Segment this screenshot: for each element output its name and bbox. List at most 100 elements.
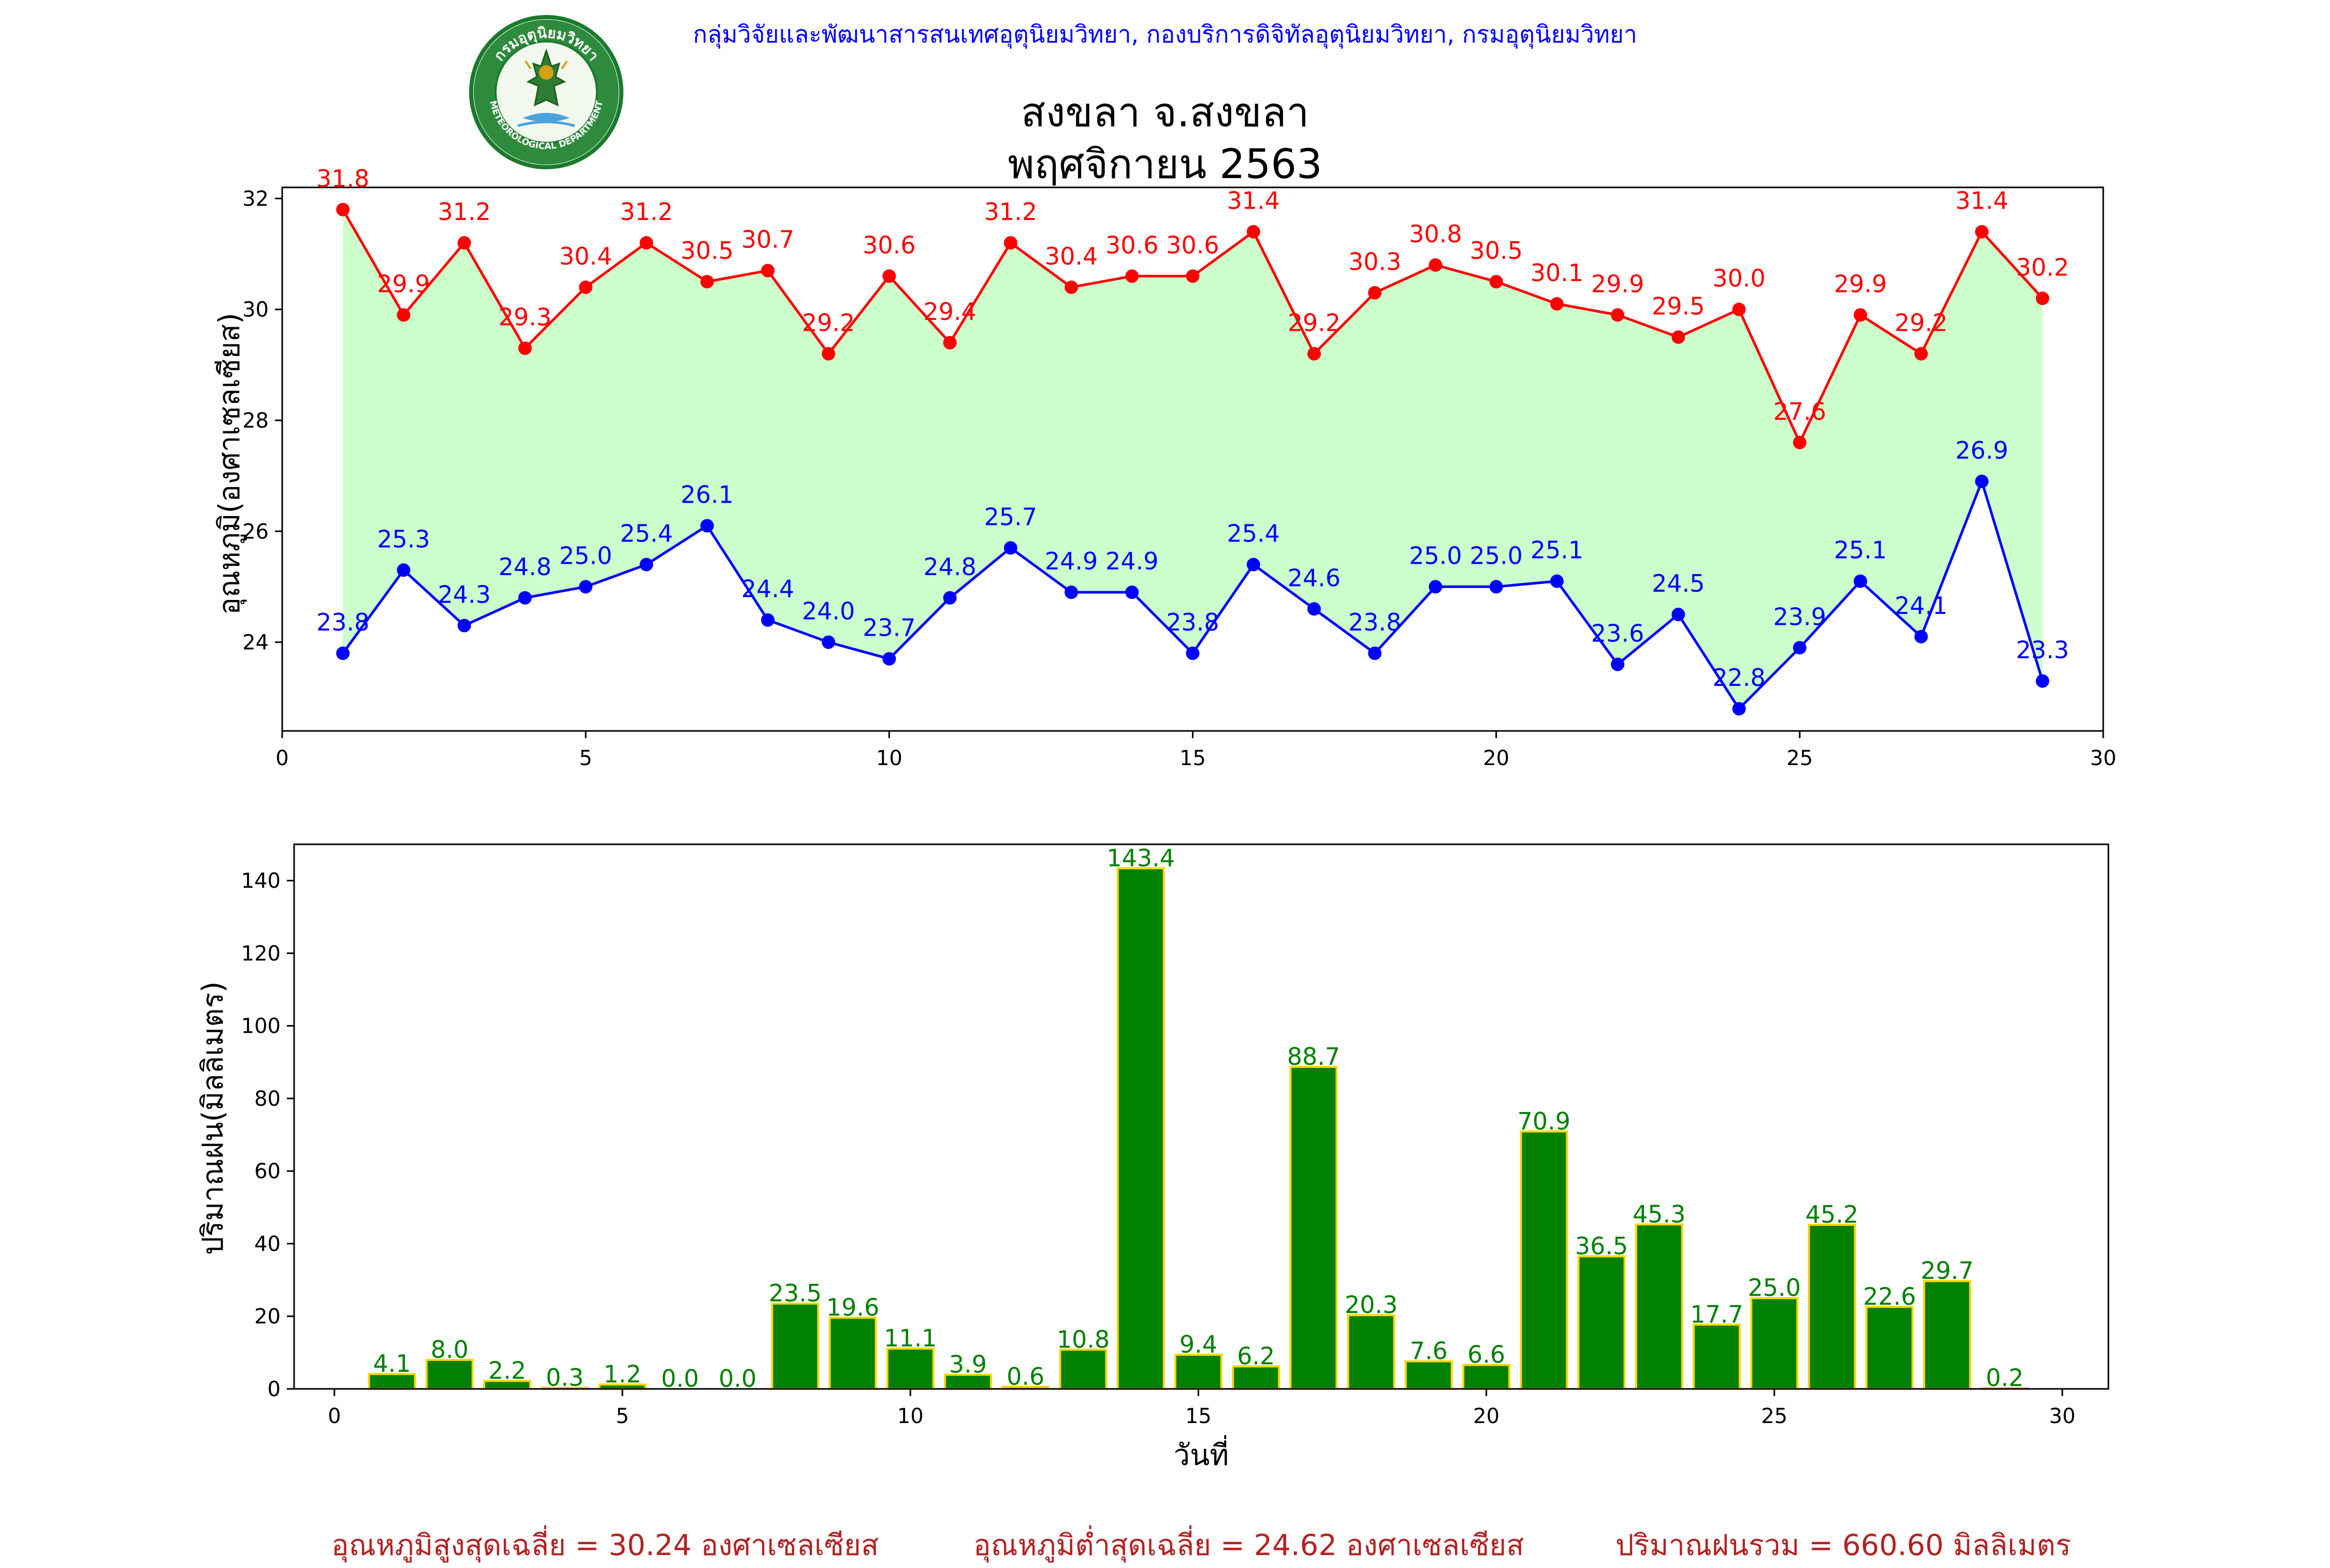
rainfall-bar-label: 2.2 — [488, 1357, 526, 1385]
rainfall-bar-label: 10.8 — [1057, 1325, 1110, 1353]
max-temperature-label: 29.5 — [1652, 292, 1705, 320]
agency-credit: กลุ่มวิจัยและพัฒนาสารสนเทศอุตุนิยมวิทยา,… — [693, 20, 1637, 48]
temperature-x-tick-label: 15 — [1179, 746, 1206, 770]
max-temperature-label: 30.4 — [559, 242, 612, 270]
min-temperature-label: 26.9 — [1955, 436, 2008, 464]
max-temperature-label: 30.1 — [1531, 259, 1583, 287]
max-temperature-label: 30.6 — [1166, 231, 1219, 259]
temperature-y-tick-label: 24 — [242, 631, 269, 655]
min-temperature-label: 24.8 — [923, 553, 976, 581]
max-temperature-label: 31.2 — [620, 198, 673, 226]
min-temperature-label: 25.4 — [620, 520, 673, 548]
rainfall-chart: ปริมาณฝน(มิลลิเมตร) วันที่ 4.1 8.0 2.2 0.3 1… — [196, 843, 2109, 1472]
max-temperature-point — [457, 236, 471, 250]
min-temperature-label: 23.8 — [316, 608, 369, 636]
min-temperature-point — [882, 652, 896, 666]
rainfall-y-tick-label: 20 — [254, 1305, 281, 1329]
rainfall-x-tick-label: 30 — [2049, 1404, 2076, 1428]
min-temperature-label: 25.4 — [1227, 520, 1280, 548]
temperature-x-tick-label: 20 — [1483, 746, 1509, 770]
max-temperature-label: 30.4 — [1045, 242, 1098, 270]
rainfall-bar — [886, 1347, 935, 1390]
rainfall-bar — [1289, 1065, 1338, 1390]
min-temperature-label: 25.0 — [1469, 541, 1522, 569]
rainfall-y-tick-label: 60 — [254, 1160, 281, 1183]
min-temperature-label: 24.0 — [802, 597, 855, 625]
rainfall-bar-label: 1.2 — [603, 1360, 641, 1388]
rainfall-x-tick-label: 0 — [328, 1404, 341, 1428]
max-temperature-label: 30.7 — [741, 226, 794, 254]
avg-min-temperature: อุณหภูมิต่ำสุดเฉลี่ย = 24.62 องศาเซลเซีย… — [973, 1529, 1524, 1562]
total-rainfall: ปริมาณฝนรวม = 660.60 มิลลิเมตร — [1615, 1529, 2071, 1562]
rainfall-bar-label: 9.4 — [1179, 1330, 1217, 1358]
rainfall-bar-label: 3.9 — [949, 1351, 987, 1379]
rainfall-bar-label: 6.2 — [1237, 1342, 1275, 1370]
rainfall-bar — [368, 1373, 416, 1390]
rainfall-y-tick-label: 40 — [254, 1232, 281, 1256]
max-temperature-label: 31.4 — [1955, 187, 2008, 215]
min-temperature-point — [1671, 608, 1685, 621]
min-temperature-point — [761, 613, 775, 627]
min-temperature-point — [1489, 580, 1503, 594]
max-temperature-point — [1429, 258, 1443, 272]
rainfall-x-axis-label: วันที่ — [1174, 1435, 1229, 1472]
max-temperature-point — [639, 236, 653, 250]
rainfall-bar — [1750, 1297, 1799, 1390]
min-temperature-label: 25.1 — [1834, 536, 1887, 564]
rainfall-bar-label: 36.5 — [1575, 1232, 1628, 1260]
min-temperature-point — [1732, 702, 1746, 716]
min-temperature-label: 25.0 — [1409, 541, 1462, 569]
max-temperature-point — [1975, 225, 1989, 239]
temperature-x-tick-label: 0 — [275, 746, 288, 770]
min-temperature-label: 24.1 — [1895, 592, 1947, 620]
rainfall-bar-label: 70.9 — [1518, 1107, 1570, 1135]
max-temperature-label: 30.3 — [1348, 248, 1401, 276]
temperature-y-tick-label: 28 — [242, 409, 269, 433]
rainfall-bar-label: 7.6 — [1410, 1337, 1448, 1365]
min-temperature-label: 24.5 — [1652, 569, 1705, 597]
max-temperature-point — [822, 347, 836, 361]
max-temperature-label: 30.5 — [1469, 237, 1522, 265]
min-temperature-point — [1429, 580, 1443, 594]
rainfall-bar-label: 0.2 — [1986, 1364, 2023, 1392]
rainfall-bar-label: 45.3 — [1633, 1200, 1685, 1228]
min-temperature-point — [1975, 474, 1989, 488]
max-temperature-point — [336, 202, 350, 216]
rainfall-bar-label: 0.0 — [719, 1365, 756, 1393]
rainfall-bar — [1520, 1130, 1568, 1390]
avg-max-temperature: อุณหภูมิสูงสุดเฉลี่ย = 30.24 องศาเซลเซีย… — [331, 1529, 879, 1562]
max-temperature-label: 30.2 — [2016, 253, 2069, 281]
min-temperature-point — [1914, 629, 1928, 643]
max-temperature-label: 29.2 — [802, 309, 855, 336]
min-temperature-label: 23.3 — [2016, 636, 2069, 664]
max-temperature-point — [1246, 225, 1260, 239]
rainfall-bar — [1174, 1354, 1222, 1390]
temperature-chart: อุณหภูมิ(องศาเซลเซียส) 0 5 10 15 20 25 30 24 26 2… — [213, 165, 2116, 770]
rainfall-bar-label: 0.0 — [661, 1365, 699, 1393]
min-temperature-label: 23.8 — [1348, 608, 1401, 636]
min-temperature-point — [579, 580, 593, 594]
rainfall-bar-label: 25.0 — [1748, 1274, 1801, 1302]
min-temperature-point — [1611, 657, 1625, 671]
max-temperature-label: 30.5 — [680, 237, 733, 265]
rainfall-bar — [828, 1316, 877, 1390]
min-temperature-label: 22.8 — [1712, 664, 1765, 692]
title-station: สงขลา จ.สงขลา — [1021, 90, 1309, 136]
max-temperature-label: 31.8 — [316, 165, 369, 193]
rainfall-bar-label: 143.4 — [1106, 844, 1175, 872]
min-temperature-label: 24.8 — [499, 553, 551, 581]
temperature-x-tick-label: 10 — [876, 746, 902, 770]
max-temperature-point — [1125, 269, 1139, 283]
max-temperature-label: 29.2 — [1288, 309, 1341, 336]
min-temperature-point — [1793, 641, 1807, 655]
min-temperature-label: 24.9 — [1105, 547, 1158, 575]
max-temperature-point — [2035, 291, 2049, 305]
min-temperature-label: 25.0 — [559, 541, 612, 569]
min-temperature-point — [1368, 647, 1382, 660]
min-temperature-point — [1003, 541, 1017, 555]
max-temperature-label: 30.6 — [1105, 231, 1158, 259]
temperature-y-tick-label: 32 — [242, 187, 269, 211]
max-temperature-point — [1368, 286, 1382, 300]
meteorological-department-logo: กรมอุตุนิยมวิทยา METEOROLOGICAL DEPARTME… — [469, 15, 623, 169]
